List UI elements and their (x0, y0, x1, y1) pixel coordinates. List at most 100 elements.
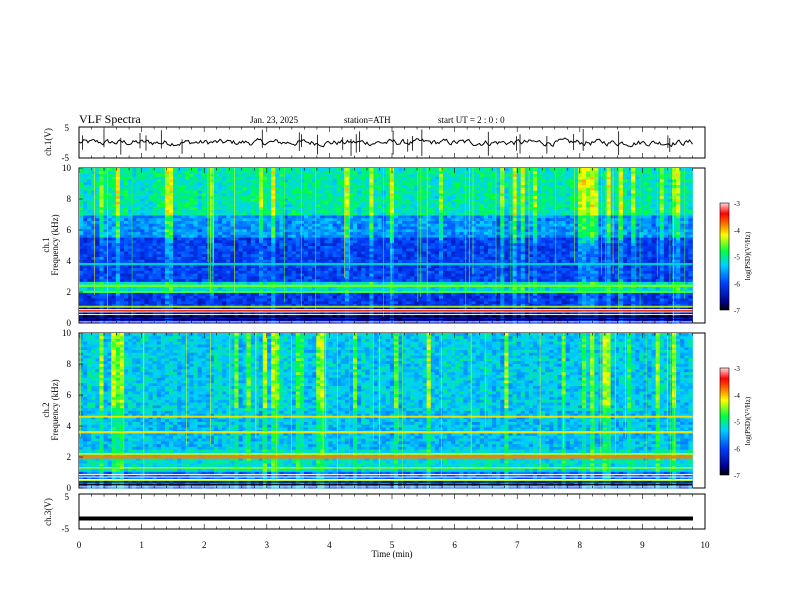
spectrogram-cell (618, 234, 624, 238)
spectrogram-cell (254, 278, 260, 282)
spectrogram-cell (316, 292, 321, 296)
spectrogram-cell (487, 300, 493, 305)
spectrogram-cell (111, 311, 117, 316)
spectrogram-cell (291, 292, 297, 296)
spectrogram-cell (107, 270, 113, 274)
spectrogram-cell (385, 314, 391, 318)
spectrogram-cell (643, 264, 648, 269)
spectrogram-cell (234, 287, 239, 291)
spectrogram-cell (496, 295, 501, 299)
spectrogram-cell (438, 248, 444, 252)
spectrogram-cell (590, 303, 595, 307)
spectrogram-cell (287, 256, 293, 260)
spectrogram-cell (115, 275, 121, 280)
spectrogram-cell (565, 281, 571, 285)
spectrogram-cell (144, 298, 149, 302)
spectrogram-cell (447, 234, 452, 238)
spectrogram-cell (271, 251, 276, 255)
spectrogram-cell (99, 287, 104, 291)
spectrogram-cell (606, 239, 612, 244)
spectrogram-cell (119, 251, 125, 255)
spectrogram-cell (414, 251, 419, 255)
spectrogram-cell (377, 311, 383, 316)
spectrogram-cell (655, 239, 661, 244)
spectrogram-cell (569, 306, 575, 310)
spectrogram-cell (672, 287, 677, 291)
spectrogram-cell (316, 281, 321, 285)
spectrogram-cell (492, 287, 497, 291)
spectrogram-cell (393, 270, 399, 274)
spectrogram-cell (643, 234, 648, 238)
spectrogram-cell (316, 287, 321, 291)
spectrogram-cell (328, 311, 333, 316)
spectrogram-cell (303, 314, 309, 318)
spectrogram-cell (520, 253, 526, 257)
spectrogram-cell (598, 275, 603, 280)
spectrogram-cell (573, 311, 579, 316)
spectrogram-cell (115, 251, 121, 255)
spectrogram-cell (234, 256, 239, 260)
spectrogram-cell (336, 311, 342, 316)
spectrogram-cell (373, 273, 378, 277)
spectrogram-cell (357, 311, 362, 316)
spectrogram-cell (185, 264, 190, 269)
spectrogram-cell (659, 256, 665, 260)
spectrogram-cell (83, 242, 88, 246)
spectrogram-cell (271, 245, 276, 249)
spectrogram-cell (99, 231, 104, 235)
spectrogram-cell (250, 234, 256, 238)
spectrogram-cell (263, 231, 268, 235)
spectrogram-cell (115, 292, 121, 296)
spectrogram-cell (303, 231, 309, 235)
spectrogram-cell (627, 300, 632, 305)
spectrogram-cell (524, 281, 530, 285)
spectrogram-cell (684, 239, 689, 244)
spectrogram-cell (291, 264, 297, 269)
spectrogram-cell (164, 239, 170, 244)
spectrogram-cell (234, 311, 239, 316)
spectrogram-cell (504, 275, 509, 280)
spectrogram-cell (561, 267, 567, 271)
spectrogram-cell (283, 256, 288, 260)
spectrogram-cell (115, 287, 121, 291)
spectrogram-cell (164, 306, 170, 310)
spectrogram-cell (299, 248, 305, 252)
spectrogram-cell (676, 245, 681, 249)
spectrogram-cell (618, 245, 624, 249)
spectrogram-cell (443, 267, 448, 271)
spectrogram-cell (447, 245, 452, 249)
spectrogram-cell (103, 314, 109, 318)
spectrogram-cell (308, 256, 313, 260)
spectrogram-cell (393, 287, 399, 291)
spectrogram-cell (475, 239, 481, 244)
spectrogram-cell (271, 275, 276, 280)
spectrogram-cell (136, 234, 141, 238)
spectrogram-cell (676, 287, 681, 291)
spectrogram-cell (639, 251, 644, 255)
spectrogram-cell (275, 287, 280, 291)
spectrogram-cell (467, 239, 473, 244)
spectrogram-cell (316, 237, 321, 241)
spectrogram-cell (250, 281, 256, 285)
spectrogram-cell (680, 251, 685, 255)
spectrogram-cell (312, 281, 317, 285)
spectrogram-cell (79, 248, 84, 252)
spectrogram-cell (635, 278, 640, 282)
spectrogram-cell (258, 259, 264, 263)
spectrogram-cell (496, 248, 501, 252)
spectrogram-cell (197, 267, 203, 271)
spectrogram-cell (299, 242, 305, 246)
spectrogram-cell (512, 251, 518, 255)
spectrogram-cell (487, 267, 493, 271)
spectrogram-cell (324, 303, 329, 307)
spectrogram-cell (663, 251, 669, 255)
spectrogram-cell (647, 273, 652, 277)
spectrogram-cell (197, 281, 203, 285)
spectrogram-cell (541, 237, 546, 241)
spectrogram-cell (107, 264, 113, 269)
spectrogram-cell (344, 281, 350, 285)
spectrogram-cell (663, 292, 669, 296)
spectrogram-cell (565, 253, 571, 257)
spectrogram-cell (377, 239, 383, 244)
spectrogram-cell (528, 278, 534, 282)
